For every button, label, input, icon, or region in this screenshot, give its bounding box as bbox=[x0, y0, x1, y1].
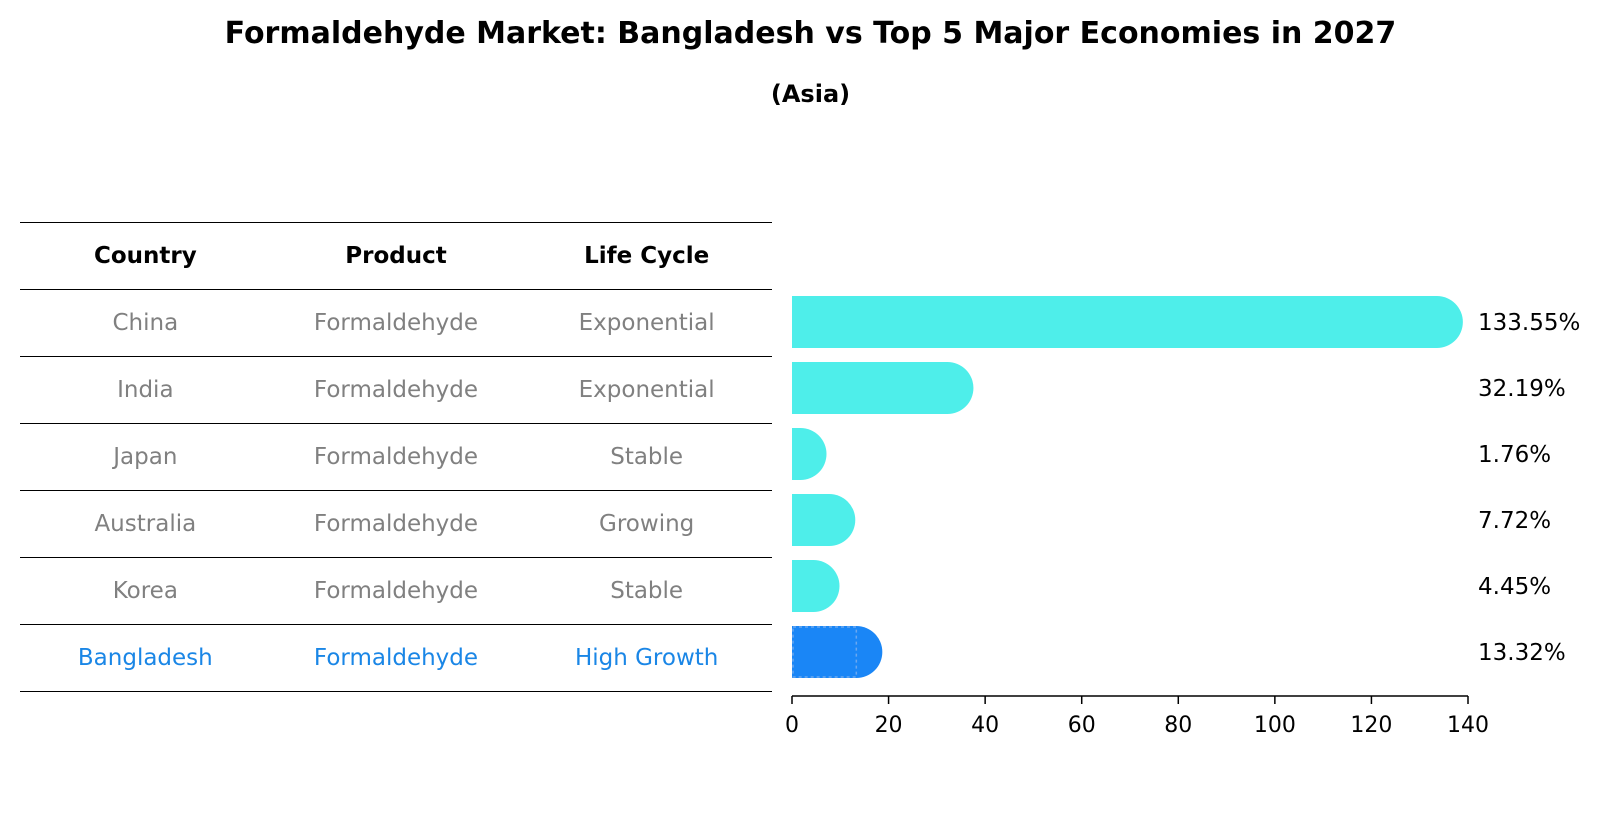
chart-title: Formaldehyde Market: Bangladesh vs Top 5… bbox=[224, 16, 1397, 51]
country-cell: Japan bbox=[20, 423, 271, 491]
bar-japan bbox=[792, 428, 827, 480]
x-tick-label: 100 bbox=[1254, 713, 1296, 738]
life-cycle-cell: High Growth bbox=[521, 624, 772, 692]
bar-bangladesh bbox=[792, 626, 883, 678]
data-label-australia: 7.72% bbox=[1478, 508, 1551, 534]
x-tick-label: 40 bbox=[971, 713, 999, 738]
comparison-table-wrapper: Country Product Life Cycle China Formald… bbox=[20, 222, 772, 692]
column-header-life-cycle: Life Cycle bbox=[521, 222, 772, 290]
product-cell: Formaldehyde bbox=[270, 624, 522, 692]
product-cell: Formaldehyde bbox=[270, 557, 522, 625]
life-cycle-cell: Exponential bbox=[521, 356, 772, 424]
data-label-japan: 1.76% bbox=[1478, 442, 1551, 468]
life-cycle-cell: Exponential bbox=[521, 289, 772, 357]
table-row-highlighted: Bangladesh Formaldehyde High Growth bbox=[20, 624, 772, 692]
x-tick-label: 0 bbox=[785, 713, 799, 738]
country-cell: India bbox=[20, 356, 271, 424]
life-cycle-cell: Stable bbox=[521, 557, 772, 625]
chart-subtitle: (Asia) bbox=[770, 80, 851, 108]
life-cycle-cell: Stable bbox=[521, 423, 772, 491]
table-row: India Formaldehyde Exponential bbox=[20, 356, 772, 424]
x-tick-label: 80 bbox=[1164, 713, 1192, 738]
table-row: Australia Formaldehyde Growing bbox=[20, 490, 772, 558]
product-cell: Formaldehyde bbox=[270, 490, 522, 558]
x-tick-label: 120 bbox=[1350, 713, 1392, 738]
table-row: China Formaldehyde Exponential bbox=[20, 289, 772, 357]
data-label-korea: 4.45% bbox=[1478, 574, 1551, 600]
product-cell: Formaldehyde bbox=[270, 356, 522, 424]
data-label-china: 133.55% bbox=[1478, 310, 1580, 336]
country-cell: Australia bbox=[20, 490, 271, 558]
column-header-country: Country bbox=[20, 222, 271, 290]
bar-china bbox=[792, 296, 1463, 348]
data-label-bangladesh: 13.32% bbox=[1478, 640, 1566, 666]
product-cell: Formaldehyde bbox=[270, 423, 522, 491]
data-label-india: 32.19% bbox=[1478, 376, 1566, 402]
x-tick-label: 20 bbox=[875, 713, 903, 738]
life-cycle-cell: Growing bbox=[521, 490, 772, 558]
x-tick-label: 60 bbox=[1068, 713, 1096, 738]
column-header-product: Product bbox=[270, 222, 522, 290]
bar-korea bbox=[792, 560, 840, 612]
table-row: Japan Formaldehyde Stable bbox=[20, 423, 772, 491]
bar-australia bbox=[792, 494, 856, 546]
comparison-table: Country Product Life Cycle China Formald… bbox=[20, 222, 772, 692]
bar-india bbox=[792, 362, 974, 414]
country-cell: Korea bbox=[20, 557, 271, 625]
bar-highlight-outline bbox=[792, 626, 858, 678]
product-cell: Formaldehyde bbox=[270, 289, 522, 357]
table-header-row: Country Product Life Cycle bbox=[20, 222, 772, 290]
country-cell: China bbox=[20, 289, 271, 357]
table-row: Korea Formaldehyde Stable bbox=[20, 557, 772, 625]
x-tick-label: 140 bbox=[1447, 713, 1489, 738]
country-cell: Bangladesh bbox=[20, 624, 271, 692]
